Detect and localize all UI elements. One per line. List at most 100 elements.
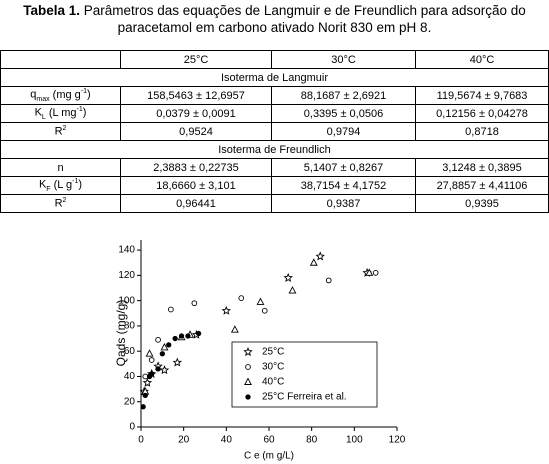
- value-cell: 0,9794: [271, 122, 416, 141]
- label-base: K: [38, 178, 47, 191]
- data-row: R2 0,9524 0,9794 0,8718: [0, 122, 549, 141]
- section-row: Isoterma de Langmuir: [0, 68, 549, 87]
- value-cell: 2,3883 ± 0,22735: [120, 158, 272, 177]
- y-axis-label: Qads (mg/g): [114, 300, 128, 367]
- circle-marker: [245, 364, 251, 370]
- label-base: n: [57, 161, 64, 174]
- y-tick-label: 140: [118, 245, 135, 256]
- star-marker: [283, 272, 293, 282]
- section-title: Isoterma de Langmuir: [0, 68, 549, 87]
- label-sup: -1: [72, 178, 79, 186]
- circle-marker: [191, 300, 198, 307]
- label-sub: F: [46, 185, 51, 193]
- value-cell: 88,1687 ± 2,6921: [271, 86, 416, 105]
- x-tick-label: 40: [221, 435, 233, 446]
- label-unit: (L g: [53, 178, 73, 191]
- y-tick-label: 80: [124, 321, 136, 332]
- triangle-marker: [288, 286, 297, 294]
- x-tick-label: 60: [263, 435, 275, 446]
- label-close: ): [78, 178, 83, 191]
- value-cell: 0,96441: [120, 194, 272, 213]
- section-title: Isoterma de Freundlich: [0, 140, 549, 159]
- label-base: q: [30, 88, 37, 101]
- dot-marker: [159, 351, 165, 357]
- x-tick-label: 0: [138, 435, 144, 446]
- label-close: ): [82, 106, 87, 119]
- value-cell: 0,12156 ± 0,04278: [415, 104, 549, 123]
- data-row: qmax (mg g-1) 158,5463 ± 12,6957 88,1687 ± …: [0, 86, 549, 105]
- header-cell: [0, 50, 121, 69]
- label-close: ): [87, 88, 91, 101]
- row-label: R2: [0, 122, 121, 141]
- value-cell: 0,9524: [120, 122, 272, 141]
- row-label: KF (L g-1): [0, 176, 121, 195]
- data-row: R2 0,96441 0,9387 0,9395: [0, 194, 549, 213]
- circle-marker: [372, 270, 379, 276]
- x-tick-label: 80: [306, 435, 318, 446]
- dot-marker: [172, 335, 178, 342]
- header-row: 25°C 30°C 40°C: [0, 50, 549, 69]
- row-label: qmax (mg g-1): [0, 86, 121, 105]
- label-sup: 2: [62, 125, 67, 133]
- legend-box: [231, 341, 378, 408]
- y-tick-label: 100: [118, 295, 135, 306]
- caption-label: Tabela 1.: [23, 3, 80, 18]
- data-row: KL (L mg-1) 0,0379 ± 0,0091 0,3395 ± 0,0506…: [0, 104, 549, 123]
- value-cell: 119,5674 ± 9,7683: [415, 86, 549, 105]
- value-cell: 18,6660 ± 3,101: [120, 176, 272, 195]
- dot-marker: [245, 394, 251, 400]
- label-sup: 2: [62, 197, 67, 205]
- label-base: R: [54, 125, 63, 138]
- value-cell: 0,8718: [415, 122, 549, 141]
- label-base: R: [54, 197, 63, 210]
- caption-text: Parâmetros das equações de Langmuir e de…: [83, 3, 526, 35]
- legend-label: 30°C: [262, 362, 284, 373]
- y-tick-label: 40: [124, 371, 136, 382]
- star-marker: [159, 365, 170, 375]
- header-cell: 40°C: [415, 50, 549, 69]
- dot-marker: [155, 366, 161, 372]
- dot-marker: [149, 371, 155, 377]
- header-cell: 25°C: [120, 50, 272, 69]
- value-cell: 3,1248 ± 0,3895: [415, 158, 549, 177]
- y-tick-label: 0: [129, 422, 135, 433]
- header-cell: 30°C: [271, 50, 416, 69]
- circle-marker: [148, 357, 155, 363]
- x-tick-label: 120: [389, 435, 406, 446]
- data-row: KF (L g-1) 18,6660 ± 3,101 38,7154 ± 4,1752…: [0, 176, 549, 195]
- triangle-marker: [309, 258, 318, 266]
- value-cell: 0,3395 ± 0,0506: [271, 104, 416, 123]
- row-label: KL (L mg-1): [0, 104, 121, 123]
- label-unit: (mg g: [52, 88, 81, 101]
- chart: Qads (mg/g) C e (m g/L) 0 20 40 60 80 100 120 1…: [114, 240, 406, 462]
- circle-marker: [261, 307, 268, 314]
- row-label: n: [0, 158, 121, 177]
- x-tick-label: 20: [178, 435, 190, 446]
- triangle-marker: [230, 325, 239, 333]
- value-cell: 0,9395: [415, 194, 549, 213]
- triangle-marker: [365, 268, 374, 276]
- legend-label: 40°C: [262, 377, 284, 388]
- value-cell: 5,1407 ± 0,8267: [271, 158, 416, 177]
- dot-marker: [166, 342, 172, 348]
- label-sup: -1: [80, 88, 88, 96]
- legend-label: 25°C Ferreira et al.: [262, 392, 347, 403]
- label-sub: L: [41, 113, 46, 121]
- y-tick-label: 60: [124, 346, 136, 357]
- dot-marker: [142, 392, 148, 399]
- label-sub: max: [36, 95, 50, 103]
- label-unit: (L mg: [48, 106, 77, 119]
- triangle-marker: [145, 349, 154, 357]
- y-tick-label: 120: [118, 270, 135, 281]
- triangle-marker: [256, 297, 265, 305]
- value-cell: 0,0379 ± 0,0091: [120, 104, 272, 123]
- dot-marker: [140, 404, 146, 410]
- star-marker: [221, 305, 231, 315]
- table-caption: Tabela 1. Parâmetros das equações de Lan…: [2, 2, 547, 36]
- parameters-table: 25°C 30°C 40°C Isoterma de Langmuir qmax (mg …: [0, 50, 549, 213]
- legend-label: 25°C: [262, 347, 284, 358]
- circle-marker: [325, 277, 332, 284]
- dot-marker: [178, 333, 185, 339]
- star-marker: [243, 347, 253, 357]
